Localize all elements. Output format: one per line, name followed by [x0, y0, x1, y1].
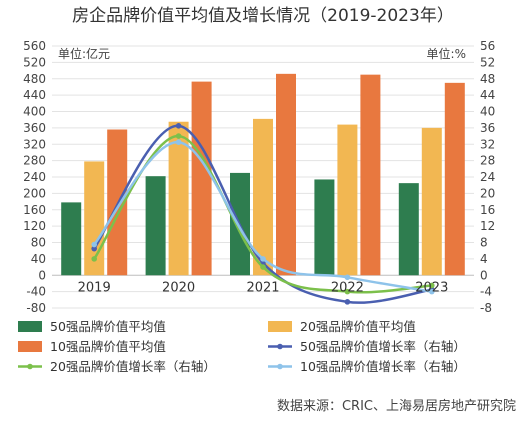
series-line: [93, 140, 433, 293]
right-unit-label: 单位:%: [427, 46, 466, 61]
legend: 50强品牌价值平均值 20强品牌价值平均值 10强品牌价值平均值 50强品牌价值增长率…: [18, 319, 466, 374]
legend-label: 50强品牌价值平均值: [50, 319, 166, 334]
data-point: [175, 123, 182, 129]
x-tick-label: 2020: [162, 280, 195, 295]
y-right-tick-label: 16: [480, 203, 495, 217]
y-right-tick-label: 32: [480, 137, 495, 151]
legend-label: 20强品牌价值平均值: [300, 319, 416, 334]
data-point: [429, 288, 435, 295]
bar: [276, 73, 296, 276]
x-axis: 2019 2020 2021 2022 2023: [78, 280, 449, 295]
data-point: [344, 299, 351, 305]
legend-label: 20强品牌价值增长率（右轴）: [50, 359, 216, 374]
bar: [360, 74, 381, 276]
y-right-tick-label: 44: [480, 88, 495, 102]
legend-label: 10强品牌价值平均值: [50, 339, 166, 354]
x-tick-label: 2019: [78, 280, 111, 295]
legend-swatch: [18, 321, 42, 332]
left-unit-label: 单位:亿元: [58, 46, 110, 61]
y-right-tick-label: -4: [480, 285, 492, 299]
y-right-tick-label: 8: [480, 236, 488, 250]
y-left-tick-label: 40: [31, 252, 46, 266]
y-left-tick-label: 560: [23, 39, 46, 53]
y-right-tick-label: 24: [480, 170, 495, 184]
growth-lines: [91, 123, 435, 305]
y-left-tick-label: 360: [23, 121, 46, 135]
legend-swatch: [18, 341, 42, 352]
x-tick-label: 2021: [246, 280, 279, 295]
data-point: [175, 139, 182, 146]
bar: [337, 124, 358, 276]
bar: [84, 161, 105, 276]
y-left-tick-label: -40: [26, 285, 46, 299]
y-right-tick-label: 20: [480, 186, 495, 200]
bar: [168, 121, 189, 276]
y-right-tick-label: 40: [480, 105, 495, 119]
x-tick-label: 2022: [331, 280, 364, 295]
data-point: [91, 256, 97, 262]
data-point: [260, 264, 266, 270]
data-point: [175, 133, 182, 139]
y-right-tick-label: 56: [480, 39, 495, 53]
y-left-tick-label: 520: [23, 55, 46, 69]
y-left-tick-label: 160: [23, 203, 46, 217]
bar: [314, 179, 335, 276]
data-point: [344, 274, 351, 281]
y-left-tick-label: 80: [31, 236, 46, 250]
y-right-tick-label: 4: [480, 252, 488, 266]
legend-marker: [277, 363, 283, 370]
y-right-tick-label: 0: [480, 268, 488, 282]
data-point: [344, 288, 351, 295]
x-tick-label: 2023: [415, 280, 448, 295]
y-right-tick-label: -8: [480, 301, 492, 315]
bar: [145, 176, 166, 276]
y-right-tick-label: 12: [480, 219, 495, 233]
y-left-tick-label: 480: [23, 72, 46, 86]
bar: [421, 127, 442, 276]
data-point: [429, 282, 435, 289]
y-left-tick-label: 200: [23, 186, 46, 200]
y-left-tick-label: 0: [38, 268, 46, 282]
y-right-tick-label: 36: [480, 121, 495, 135]
chart-title: 房企品牌价值平均值及增长情况（2019-2023年）: [72, 6, 454, 26]
y-right-tick-label: 52: [480, 55, 495, 69]
y-right-tick-label: 28: [480, 154, 495, 168]
data-point: [91, 245, 97, 252]
legend-marker: [27, 363, 33, 370]
y-left-tick-label: 120: [23, 219, 46, 233]
y-left-tick-label: 280: [23, 154, 46, 168]
y-left-tick-label: 320: [23, 137, 46, 151]
bar: [61, 202, 82, 276]
source-note: 数据来源：CRIC、上海易居房地产研究院: [277, 398, 516, 414]
bar: [191, 81, 212, 276]
y-right-tick-label: 48: [480, 72, 495, 86]
data-point: [91, 241, 97, 248]
legend-swatch: [268, 321, 292, 332]
data-point: [260, 256, 266, 262]
y-left-tick-label: 440: [23, 88, 46, 102]
y-axis-left: 5605204804404003603202802402001601208040…: [23, 39, 46, 315]
legend-label: 50强品牌价值增长率（右轴）: [300, 339, 466, 354]
bar: [444, 82, 465, 276]
bar: [398, 183, 419, 276]
y-left-tick-label: 400: [23, 105, 46, 119]
y-left-tick-label: -80: [26, 301, 46, 315]
y-left-tick-label: 240: [23, 170, 46, 184]
legend-label: 10强品牌价值增长率（右轴）: [300, 359, 466, 374]
bar: [253, 118, 273, 276]
legend-marker: [277, 343, 283, 350]
bars: [61, 73, 465, 276]
